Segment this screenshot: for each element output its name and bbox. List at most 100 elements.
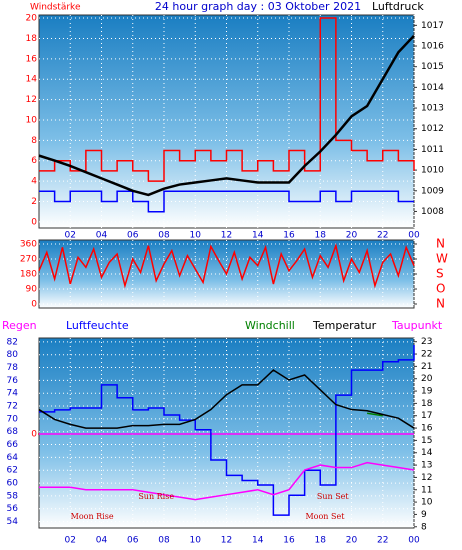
y2-tick-label: W <box>436 252 448 266</box>
series-line <box>367 412 383 417</box>
series-line <box>39 461 415 501</box>
y2-tick-label: 8 <box>421 522 427 532</box>
x-tick-label: 08 <box>158 231 170 241</box>
y2-tick-label: 23 <box>421 337 432 347</box>
plot-background <box>38 14 415 229</box>
x-tick-label: 08 <box>158 536 170 546</box>
y3-tick-label: 0 <box>31 430 37 440</box>
y2-tick-label: 1010 <box>421 166 444 176</box>
y-tick-label: 80 <box>7 350 19 360</box>
y-tick-label: 54 <box>7 517 19 527</box>
annotation: Moon Rise <box>71 512 114 521</box>
y-tick-label: 74 <box>7 389 19 399</box>
y2-tick-label: 1017 <box>421 21 444 31</box>
y2-tick-label: 15 <box>421 436 432 446</box>
y2-tick-label: 17 <box>421 411 432 421</box>
y-tick-label: 58 <box>7 491 19 501</box>
legend-label: Regen <box>2 319 37 332</box>
y-tick-label: 12 <box>26 95 37 105</box>
x-tick-label: 00 <box>408 536 420 546</box>
y-tick-label: 0 <box>31 300 37 310</box>
y2-tick-label: 16 <box>421 424 433 434</box>
y-tick-label: 72 <box>7 402 18 412</box>
y-tick-label: 360 <box>20 240 37 250</box>
x-tick-label: 04 <box>96 536 108 546</box>
y-tick-label: 8 <box>31 136 37 146</box>
y-tick-label: 76 <box>7 376 19 386</box>
series-line <box>39 190 414 213</box>
y-tick-label: 2 <box>31 197 37 207</box>
y-tick-label: 180 <box>20 270 37 280</box>
y-tick-label: 6 <box>31 156 37 166</box>
pressure-label: Luftdruck <box>372 0 424 13</box>
y-tick-label: 66 <box>7 440 19 450</box>
y2-tick-label: 20 <box>421 374 433 384</box>
x-tick-label: 02 <box>65 231 76 241</box>
x-tick-label: 20 <box>346 536 358 546</box>
x-tick-label: 12 <box>221 231 232 241</box>
y2-tick-label: 13 <box>421 461 432 471</box>
y2-tick-label: N <box>436 237 445 251</box>
series-line <box>39 345 415 516</box>
y2-tick-label: 10 <box>421 498 433 508</box>
y2-tick-label: S <box>436 267 444 281</box>
annotation: Sun Set <box>317 492 350 501</box>
x-tick-label: 20 <box>346 231 358 241</box>
x-tick-label: 22 <box>377 231 388 241</box>
y-tick-label: 62 <box>7 466 18 476</box>
x-tick-label: 00 <box>408 231 420 241</box>
y-tick-label: 56 <box>7 504 19 514</box>
y-tick-label: 18 <box>26 34 38 44</box>
y2-tick-label: 1011 <box>421 145 444 155</box>
wind-label: Windstärke <box>30 3 81 13</box>
x-tick-label: 12 <box>221 536 232 546</box>
series-line <box>39 17 415 182</box>
y2-tick-label: 14 <box>421 448 433 458</box>
y2-tick-label: 1009 <box>421 186 444 196</box>
y-tick-label: 0 <box>31 217 37 227</box>
y-tick-label: 270 <box>20 255 37 265</box>
y2-tick-label: 1014 <box>421 83 444 93</box>
x-tick-label: 18 <box>315 536 327 546</box>
y2-tick-label: 22 <box>421 350 432 360</box>
y-tick-label: 14 <box>26 75 38 85</box>
y-tick-label: 64 <box>7 453 19 463</box>
y-tick-label: 4 <box>31 177 37 187</box>
x-tick-label: 06 <box>127 536 139 546</box>
y2-tick-label: 1012 <box>421 124 444 134</box>
y2-tick-label: O <box>436 282 445 296</box>
y-tick-label: 78 <box>7 363 19 373</box>
x-tick-label: 16 <box>283 231 295 241</box>
chart-title: 24 hour graph day : 03 Oktober 2021 <box>155 0 361 13</box>
y2-tick-label: 9 <box>421 510 427 520</box>
x-tick-label: 06 <box>127 231 139 241</box>
x-tick-label: 14 <box>252 231 264 241</box>
x-tick-label: 14 <box>252 536 264 546</box>
legend-label: Luftfeuchte <box>66 319 129 332</box>
x-tick-label: 16 <box>283 536 295 546</box>
series-line <box>38 369 415 429</box>
y2-tick-label: 1013 <box>421 104 444 114</box>
y2-tick-label: 1008 <box>421 207 444 217</box>
y-tick-label: 20 <box>26 14 38 24</box>
series-line <box>38 242 415 289</box>
x-tick-label: 10 <box>190 536 202 546</box>
y2-tick-label: N <box>436 297 445 311</box>
x-tick-label: 04 <box>96 231 108 241</box>
series-line <box>38 34 415 197</box>
y2-tick-label: 18 <box>421 399 433 409</box>
x-tick-label: 10 <box>190 231 202 241</box>
y2-tick-label: 11 <box>421 485 432 495</box>
y-tick-label: 90 <box>26 285 38 295</box>
y2-tick-label: 1015 <box>421 62 444 72</box>
x-tick-label: 02 <box>65 536 76 546</box>
y2-tick-label: 19 <box>421 387 433 397</box>
y-tick-label: 60 <box>7 479 19 489</box>
legend-label: Windchill <box>245 319 295 332</box>
annotation: Sun Rise <box>138 492 174 501</box>
y-tick-label: 82 <box>7 337 18 347</box>
y-tick-label: 70 <box>7 414 19 424</box>
y2-tick-label: 12 <box>421 473 432 483</box>
x-tick-label: 18 <box>315 231 327 241</box>
